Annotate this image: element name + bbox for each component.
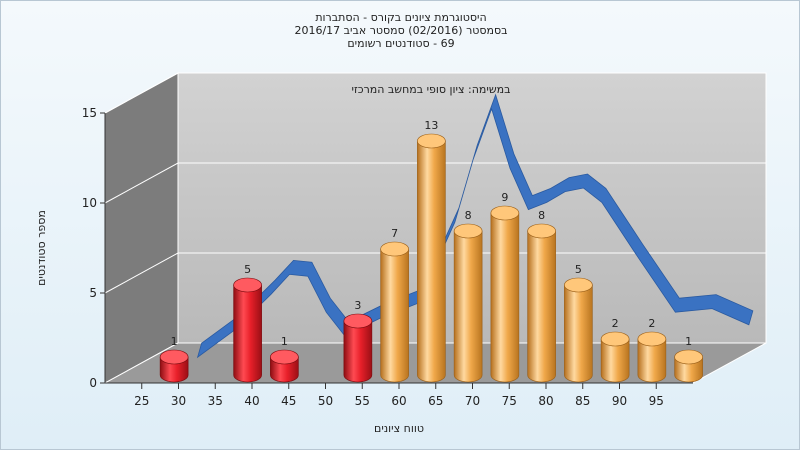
bar-body-1 [233,284,262,383]
bar-body-7 [490,212,520,383]
bar-cap-11 [637,331,667,347]
title-line-2: בסמסטר (02/2016) סמסטר אביב 2016/17 [294,24,508,37]
bar-value-label-11: 2 [648,317,655,330]
bar-body-11 [637,338,667,383]
bar-value-label-10: 2 [612,317,619,330]
bar-body-10 [600,338,630,383]
title-line-1: היסטוגרמת ציונים בקורס - הסתברות [315,11,487,24]
bar-body-3 [343,320,373,383]
y-tick-label-3: 15 [82,106,97,120]
bar-5: 13 [417,119,446,383]
bar-body-6 [453,230,483,383]
bar-3: 3 [343,299,373,383]
bar-value-label-6: 8 [465,209,472,222]
bar-6: 8 [453,209,483,383]
gridlines [104,72,766,294]
chart-title: היסטוגרמת ציונים בקורס - הסתברות בסמסטר … [1,11,800,50]
y-tick-label-1: 5 [89,286,97,300]
x-tick-label-14: 95 [649,394,664,408]
bar-cap-4 [380,241,409,257]
x-tick-label-11: 80 [538,394,553,408]
bar-body-9 [564,284,593,383]
x-tick-label-8: 65 [428,394,443,408]
x-tick-label-7: 60 [391,394,406,408]
gridline-1 [104,252,766,294]
x-axis-label: טווח ציונים [374,422,424,435]
bar-body-5 [417,140,446,383]
gridline-2 [104,162,766,204]
bar-cap-0 [159,349,189,365]
bar-9: 5 [564,263,593,383]
bar-cap-3 [343,313,373,329]
x-tick-label-10: 75 [502,394,517,408]
x-tick-label-2: 35 [208,394,223,408]
bar-value-label-2: 1 [281,335,288,348]
bar-value-label-0: 1 [171,335,178,348]
bar-cap-5 [417,133,446,149]
bar-value-label-5: 13 [424,119,438,132]
bar-value-label-8: 8 [538,209,545,222]
bar-value-label-9: 5 [575,263,582,276]
side-wall [104,72,179,384]
bar-2: 1 [270,335,299,383]
bar-value-label-12: 1 [685,335,692,348]
bar-cap-2 [270,349,299,365]
x-tick-label-4: 45 [281,394,296,408]
bar-body-4 [380,248,409,383]
bar-cap-12 [674,349,703,365]
x-tick-label-1: 30 [171,394,186,408]
y-tick-label-0: 0 [89,376,97,390]
bar-12: 1 [674,335,703,383]
bar-1: 5 [233,263,262,383]
x-tick-label-3: 40 [244,394,259,408]
bar-value-label-1: 5 [244,263,251,276]
bar-cap-7 [490,205,520,221]
bar-cap-1 [233,277,262,293]
bar-8: 8 [527,209,556,383]
bar-value-label-7: 9 [501,191,508,204]
x-tick-label-9: 70 [465,394,480,408]
bar-cap-9 [564,277,593,293]
gridline-3 [104,72,766,114]
y-axis-label: מספר סטודנטים [35,210,48,286]
x-tick-label-5: 50 [318,394,333,408]
bar-4: 7 [380,227,409,383]
bar-7: 9 [490,191,520,383]
bar-body-8 [527,230,556,383]
bar-value-label-3: 3 [354,299,361,312]
bar-10: 2 [600,317,630,383]
bar-value-label-4: 7 [391,227,398,240]
bar-11: 2 [637,317,667,383]
bar-0: 1 [159,335,189,383]
bar-cap-8 [527,223,556,239]
x-tick-label-13: 90 [612,394,627,408]
x-tick-label-6: 55 [355,394,370,408]
x-tick-label-12: 85 [575,394,590,408]
chart-subtitle: במשימה: ציון סופי במחשב המרכזי [351,83,510,96]
y-tick-label-2: 10 [82,196,97,210]
bar-cap-6 [453,223,483,239]
x-tick-label-0: 25 [134,394,149,408]
bar-cap-10 [600,331,630,347]
title-line-3: 69 - סטודנטים רשומים [347,37,455,50]
